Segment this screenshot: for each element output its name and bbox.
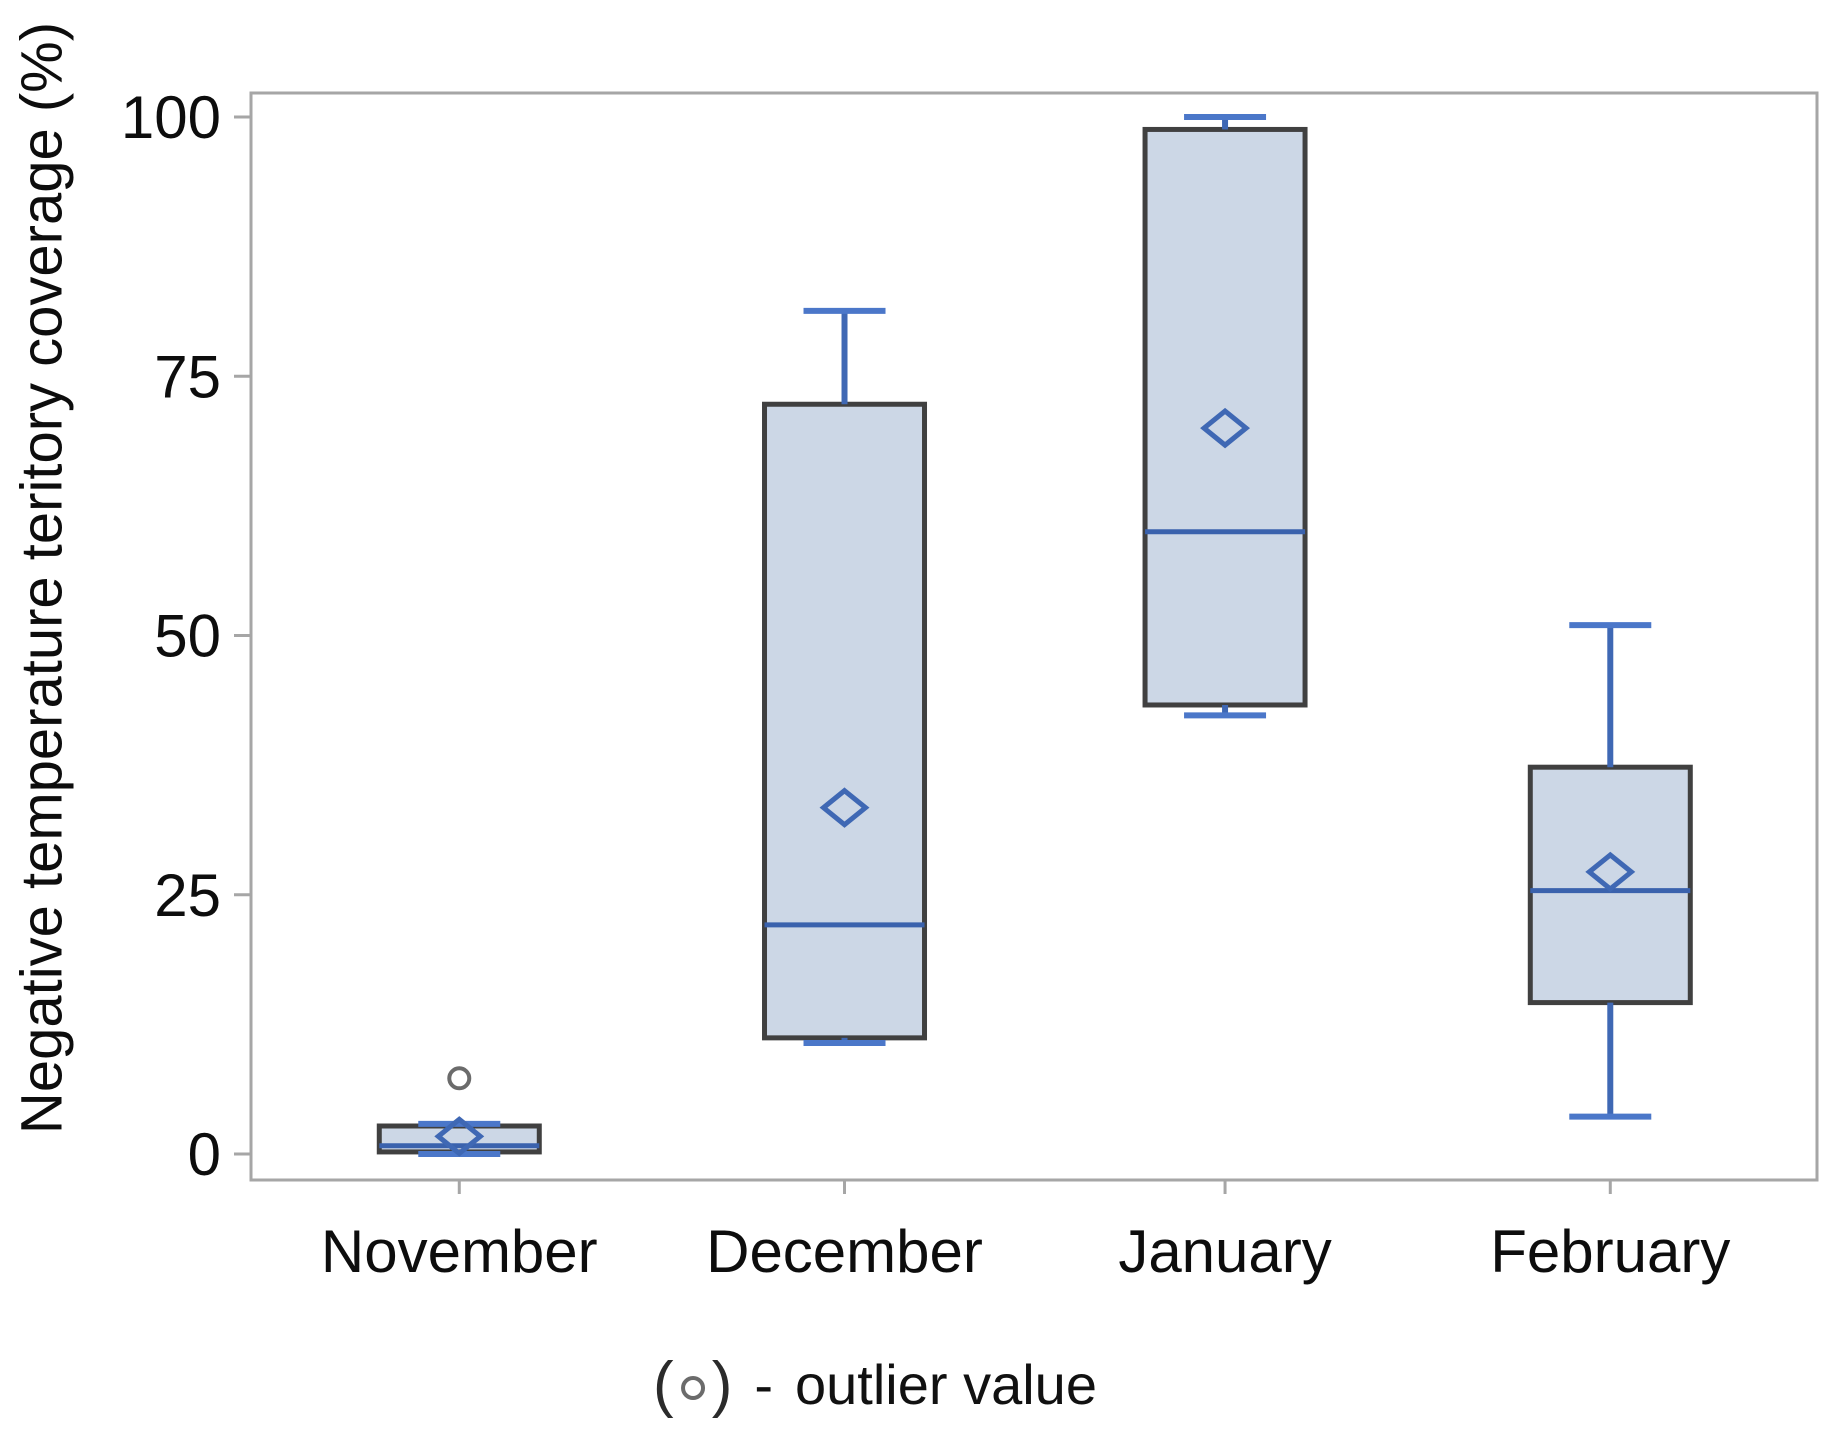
mean-diamond-February	[1585, 851, 1636, 893]
outlier-legend: ( ) - outlier value	[653, 1352, 1097, 1417]
mean-diamond-November	[434, 1116, 485, 1157]
outlier-circle-icon	[680, 1375, 705, 1400]
x-category-label-February: February	[1490, 1218, 1730, 1285]
box-January	[1142, 126, 1308, 708]
x-category-label-December: December	[706, 1218, 983, 1285]
y-tick-label-100: 100	[121, 84, 221, 151]
mean-diamond-December	[819, 787, 870, 828]
y-tick-label-0: 0	[188, 1121, 221, 1188]
y-tick-label-75: 75	[154, 343, 221, 410]
plot-frame	[249, 91, 1819, 1182]
outlier-November-0	[447, 1066, 472, 1091]
legend-dash: -	[754, 1353, 773, 1416]
legend-label: outlier value	[795, 1353, 1097, 1416]
legend-open-paren: (	[653, 1349, 674, 1419]
mean-diamond-January	[1200, 407, 1251, 449]
y-tick-label-50: 50	[154, 603, 221, 670]
legend-close-paren: )	[711, 1349, 733, 1419]
x-category-label-November: November	[321, 1218, 598, 1285]
x-category-label-January: January	[1118, 1218, 1331, 1285]
box-December	[762, 401, 928, 1041]
y-tick-label-25: 25	[154, 862, 221, 929]
box-February	[1527, 764, 1693, 1006]
